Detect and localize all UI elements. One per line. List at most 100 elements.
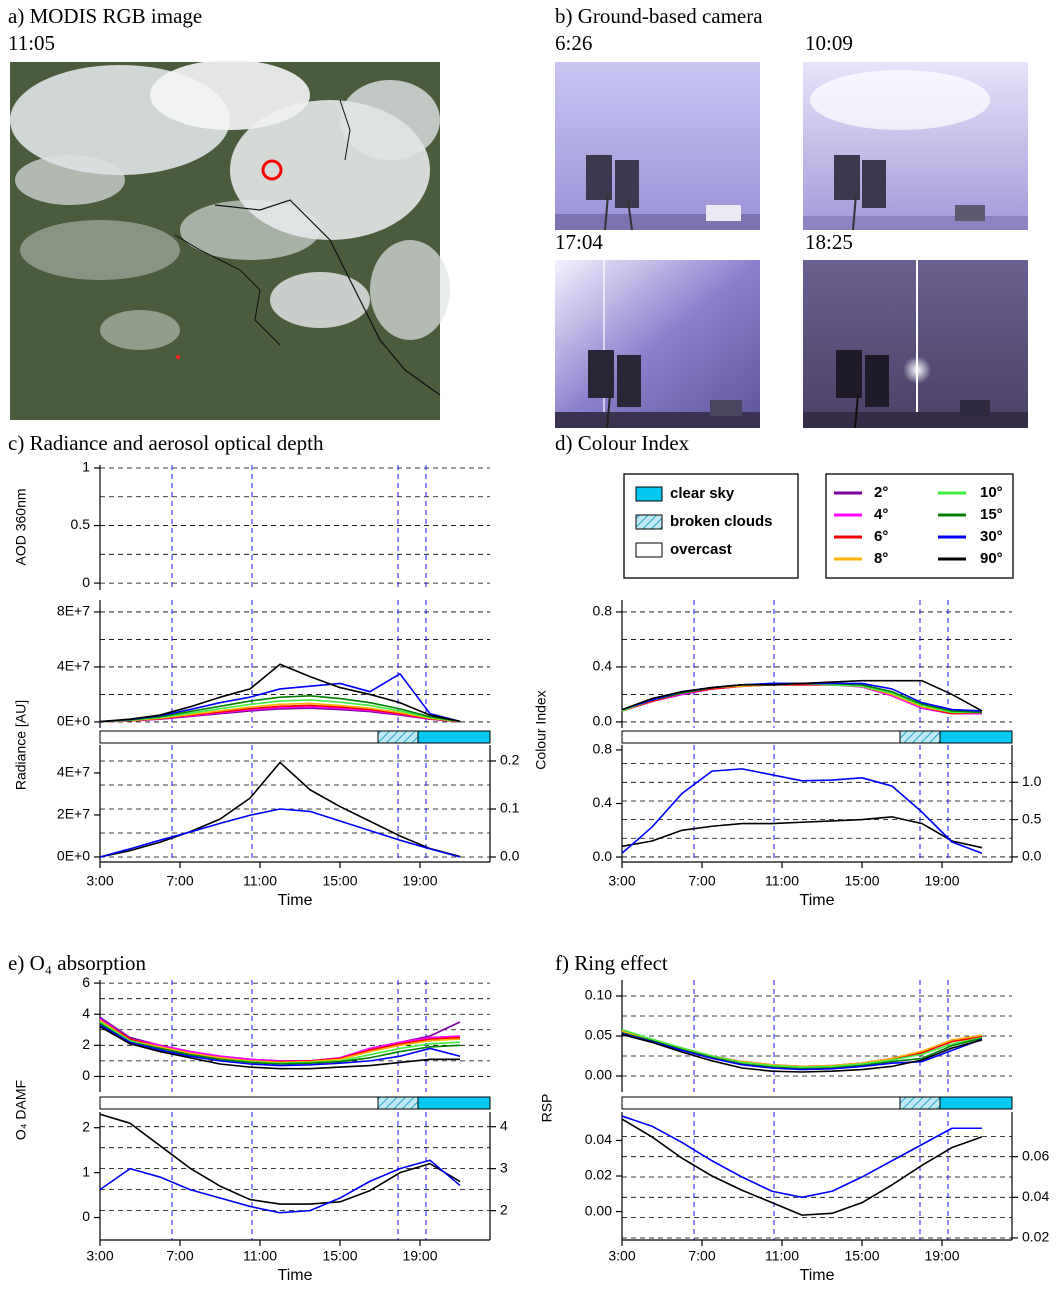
series-line (99, 1113, 461, 1205)
legend-box (825, 473, 1014, 579)
y-axis-title: RSP (539, 1094, 555, 1123)
y-tick-label: 8E+7 (57, 603, 90, 619)
x-tick-label: 15:00 (844, 1248, 879, 1264)
y2-tick-label: 0.2 (500, 752, 520, 768)
y-tick-label: 0.4 (593, 658, 613, 674)
legend-label: 15° (980, 506, 1003, 523)
series-line (99, 1025, 460, 1070)
y-axis-title: Radiance [AU] (13, 700, 29, 790)
y-tick-label: 0.00 (585, 1067, 612, 1083)
series-line (621, 768, 983, 854)
panel-title: e) O₄ absorption (8, 951, 146, 975)
series-line (99, 699, 461, 723)
y-tick-label: 0 (82, 1208, 90, 1224)
panel-title: b) Ground-based camera (555, 4, 763, 28)
legend-label: 6° (874, 528, 888, 545)
sky-condition (939, 730, 1013, 744)
camera-image (803, 260, 1028, 429)
x-tick-label: 15:00 (322, 1248, 357, 1264)
x-tick-label: 3:00 (608, 1248, 635, 1264)
y-tick-label: 0.8 (593, 741, 613, 757)
y-tick-label: 1 (82, 1163, 90, 1179)
y-tick-label: 0 (82, 574, 90, 590)
legend-label: 2° (874, 484, 888, 501)
sky-condition (899, 730, 941, 744)
y-tick-label: 0.4 (593, 794, 613, 810)
y-tick-label: 0.10 (585, 987, 612, 1003)
y2-tick-label: 0.04 (1022, 1188, 1049, 1204)
y2-tick-label: 0.5 (1022, 810, 1042, 826)
sky-condition (939, 1096, 1013, 1110)
x-tick-label: 19:00 (402, 873, 437, 889)
y-tick-label: 2 (82, 1118, 90, 1134)
y-tick-label: 0.02 (585, 1167, 612, 1183)
y-tick-label: 0.5 (71, 516, 91, 532)
x-tick-label: 11:00 (765, 1248, 799, 1264)
x-axis-title: Time (278, 1267, 313, 1284)
series-line (99, 1159, 461, 1214)
x-tick-label: 19:00 (924, 873, 959, 889)
series-line (621, 816, 983, 849)
legend-label: broken clouds (670, 513, 773, 530)
sky-condition (377, 1096, 419, 1110)
x-tick-label: 11:00 (243, 1248, 277, 1264)
sky-condition (99, 730, 379, 744)
x-axis-title: Time (800, 892, 835, 909)
legend-swatch (635, 486, 663, 502)
y-axis-title: O₄ DAMF (13, 1080, 29, 1140)
sky-condition (99, 1096, 379, 1110)
y2-tick-label: 0.0 (1022, 848, 1042, 864)
y-tick-label: 0E+0 (57, 848, 90, 864)
legend-label: 8° (874, 550, 888, 567)
y-tick-label: 0.05 (585, 1027, 612, 1043)
panel-title: f) Ring effect (555, 951, 668, 975)
y-tick-label: 6 (82, 974, 90, 990)
image-time: 10:09 (805, 31, 853, 55)
series-line (621, 1033, 983, 1073)
panel-title: c) Radiance and aerosol optical depth (8, 431, 324, 455)
x-tick-label: 3:00 (86, 873, 113, 889)
sky-condition (621, 1096, 901, 1110)
y-tick-label: 0.00 (585, 1202, 612, 1218)
x-tick-label: 7:00 (688, 1248, 715, 1264)
x-tick-label: 11:00 (243, 873, 277, 889)
image-time: 6:26 (555, 31, 592, 55)
x-tick-label: 19:00 (924, 1248, 959, 1264)
series-line (621, 683, 982, 715)
series-line (621, 682, 982, 714)
x-tick-label: 15:00 (844, 873, 879, 889)
sky-condition (377, 730, 419, 744)
series-line (99, 761, 461, 858)
camera-image (555, 62, 760, 231)
camera-image (555, 260, 760, 429)
panel-title: a) MODIS RGB image (8, 4, 202, 28)
series-line (621, 1032, 983, 1071)
y-tick-label: 0.04 (585, 1131, 612, 1147)
panel-title: d) Colour Index (555, 431, 690, 455)
y-tick-label: 4 (82, 1005, 90, 1021)
y2-tick-label: 2 (500, 1201, 508, 1217)
y-tick-label: 4E+7 (57, 658, 90, 674)
y-tick-label: 0.0 (593, 713, 613, 729)
legend-label: 10° (980, 484, 1003, 501)
legend-swatch (635, 542, 663, 558)
x-axis-title: Time (800, 1267, 835, 1284)
y2-tick-label: 0.0 (500, 848, 520, 864)
y-tick-label: 0 (82, 1067, 90, 1083)
legend-label: 90° (980, 550, 1003, 567)
series-line (621, 1028, 983, 1068)
y2-tick-label: 3 (500, 1159, 508, 1175)
y2-tick-label: 4 (500, 1117, 508, 1133)
series-line (621, 1118, 983, 1216)
series-line (99, 808, 461, 858)
y2-tick-label: 1.0 (1022, 773, 1042, 789)
image-time: 11:05 (8, 31, 55, 55)
image-time: 17:04 (555, 230, 603, 254)
x-tick-label: 3:00 (86, 1248, 113, 1264)
sky-condition (899, 1096, 941, 1110)
x-tick-label: 15:00 (322, 873, 357, 889)
series-line (99, 1024, 461, 1067)
sky-condition (417, 1096, 491, 1110)
